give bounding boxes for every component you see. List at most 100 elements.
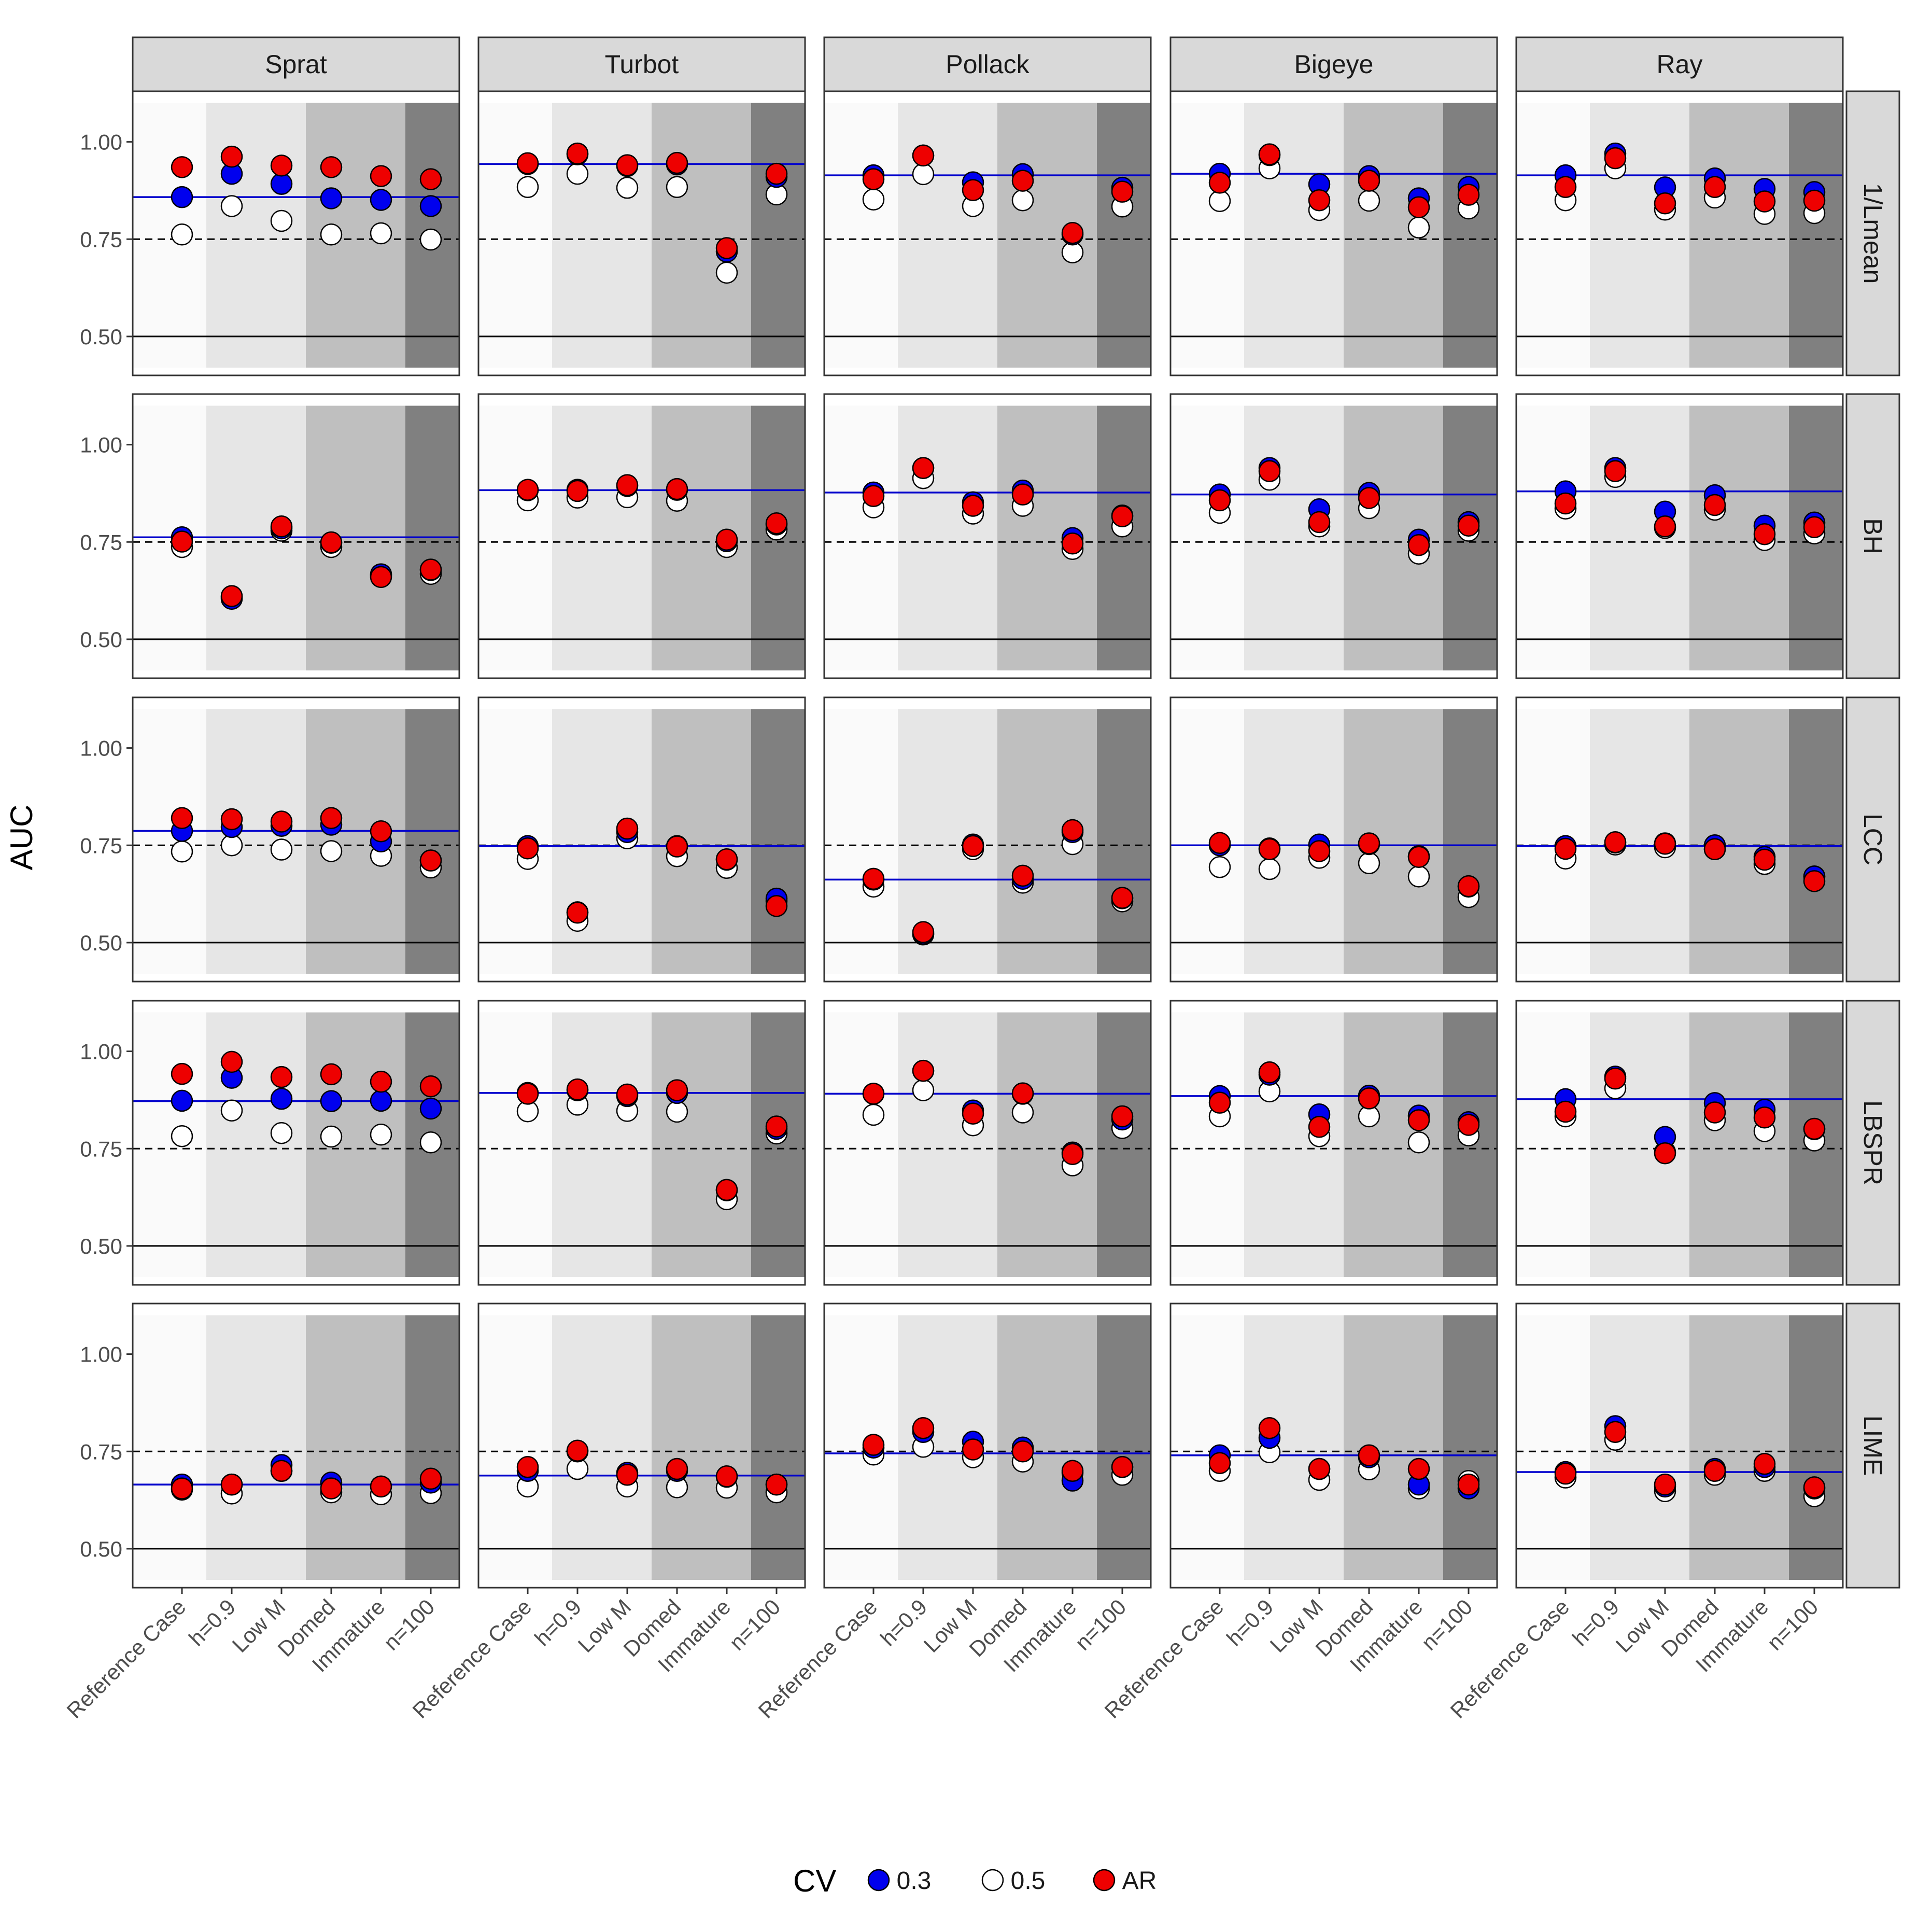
legend-label: 0.5 <box>1011 1867 1046 1895</box>
panel-bh-sprat <box>132 393 460 679</box>
y-tick-label: 1.00 <box>80 130 122 155</box>
scenario-band <box>1443 709 1497 974</box>
point-ar <box>912 1417 935 1439</box>
point-ar <box>516 1083 539 1105</box>
point-ar <box>1011 1082 1034 1104</box>
panel-border <box>1515 1302 1844 1589</box>
scenario-band <box>1344 1012 1393 1277</box>
point-cv-0-5 <box>171 841 193 863</box>
point-cv-0-5 <box>1258 858 1281 880</box>
scenario-band <box>824 1315 898 1580</box>
scenario-band <box>1640 103 1689 368</box>
point-ar <box>370 1475 392 1498</box>
point-ar <box>1654 515 1676 538</box>
point-ar <box>1457 184 1480 206</box>
point-cv-0-5 <box>1208 856 1231 878</box>
point-ar <box>616 154 639 176</box>
row-strip-1-lmean: 1/Lmean <box>1845 90 1900 376</box>
scenario-band <box>306 1315 356 1580</box>
point-ar <box>320 156 343 178</box>
scenario-band <box>256 103 306 368</box>
point-ar <box>912 457 935 479</box>
point-ar <box>1703 176 1726 198</box>
strip-label: Pollack <box>946 50 1030 79</box>
point-ar <box>1654 833 1676 855</box>
point-ar <box>1308 189 1331 212</box>
strip-background <box>477 36 806 92</box>
scenario-band <box>652 1315 701 1580</box>
point-ar <box>270 810 293 833</box>
scenario-band <box>898 405 948 670</box>
scenario-band <box>405 1315 459 1580</box>
point-ar <box>516 1456 539 1478</box>
scenario-band <box>1171 709 1244 974</box>
point-ar <box>320 1063 343 1086</box>
point-cv-0-3 <box>320 187 343 209</box>
point-ar <box>765 1115 788 1138</box>
scenario-band <box>751 709 805 974</box>
point-cv-0-5 <box>419 228 442 251</box>
point-ar <box>1111 1105 1134 1128</box>
panel-border <box>132 393 460 679</box>
point-ar <box>912 1059 935 1082</box>
strip-background <box>132 36 460 92</box>
scenario-band <box>1689 405 1739 670</box>
point-ar <box>419 558 442 581</box>
point-cv-0-5 <box>171 223 193 246</box>
point-ar <box>566 480 589 502</box>
point-ar <box>1111 887 1134 909</box>
point-ar <box>1407 846 1430 869</box>
point-ar <box>270 1460 293 1482</box>
point-cv-0-5 <box>1011 189 1034 212</box>
point-ar <box>220 808 243 831</box>
point-ar <box>516 152 539 175</box>
point-ar <box>616 817 639 840</box>
scenario-band <box>405 709 459 974</box>
point-ar <box>715 528 738 551</box>
panel-lcc-ray <box>1515 696 1844 983</box>
point-ar <box>1654 1473 1676 1496</box>
x-tick-label: n=100 <box>725 1594 785 1655</box>
point-ar <box>1753 523 1776 545</box>
scenario-band <box>256 1315 306 1580</box>
point-ar <box>1208 172 1231 194</box>
point-cv-0-3 <box>320 1090 343 1112</box>
point-ar <box>1358 1087 1380 1110</box>
point-cv-0-5 <box>1407 865 1430 888</box>
point-ar <box>962 1102 984 1125</box>
point-cv-0-3 <box>419 1097 442 1120</box>
point-cv-0-5 <box>566 162 589 185</box>
scenario-band <box>552 1012 602 1277</box>
point-ar <box>962 1438 984 1461</box>
y-tick-label: 0.50 <box>80 1234 122 1258</box>
scenario-band <box>701 1012 751 1277</box>
point-ar <box>1457 1114 1480 1136</box>
point-cv-0-5 <box>419 1131 442 1154</box>
scenario-band <box>1590 1012 1640 1277</box>
point-ar <box>566 901 589 924</box>
point-ar <box>1457 1473 1480 1496</box>
y-tick-label: 0.75 <box>80 227 122 251</box>
panel-border <box>823 393 1152 679</box>
panel-border <box>132 1302 460 1589</box>
strip-background <box>1845 696 1900 983</box>
y-tick-label: 0.50 <box>80 931 122 955</box>
scenario-band <box>478 405 552 670</box>
point-ar <box>765 1473 788 1496</box>
point-ar <box>1111 180 1134 203</box>
y-axis-lbspr: 0.50 0.75 1.00 <box>80 1040 133 1258</box>
point-cv-0-5 <box>220 1099 243 1122</box>
point-cv-0-5 <box>320 840 343 862</box>
strip-background <box>1845 90 1900 376</box>
point-ar <box>1554 1100 1577 1123</box>
point-ar <box>1554 1462 1577 1485</box>
point-ar <box>1753 190 1776 213</box>
panel-1-lmean-sprat <box>132 90 460 376</box>
scenario-band <box>1097 405 1151 670</box>
y-tick-label: 0.75 <box>80 833 122 858</box>
panel-border <box>1169 1000 1498 1286</box>
point-ar <box>1753 1453 1776 1475</box>
point-ar <box>1803 1476 1826 1498</box>
y-tick-label: 1.00 <box>80 433 122 457</box>
point-ar <box>1604 831 1627 853</box>
